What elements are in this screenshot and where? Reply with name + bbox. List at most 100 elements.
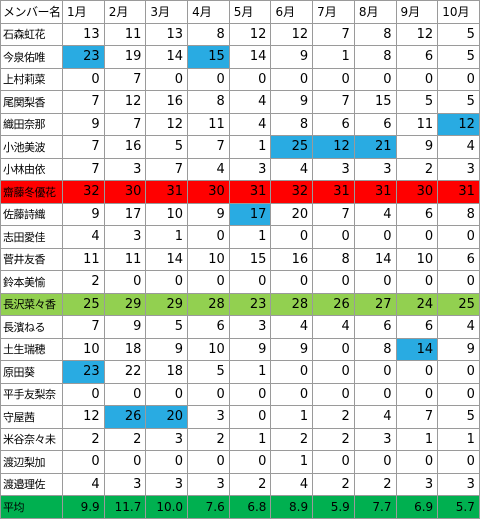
table-row: 長濱ねる 7 9 5 6 3 4 4 6 6 4 — [0, 315, 480, 339]
value-cell: 0 — [270, 360, 314, 384]
value-cell: 30 — [103, 180, 147, 204]
table-row: 平手友梨奈 0 0 0 0 0 0 0 0 0 0 — [0, 382, 480, 406]
value-cell: 1 — [395, 427, 439, 451]
value-cell: 0 — [270, 382, 314, 406]
value-cell: 0 — [395, 67, 439, 91]
table-row: 渡邉理佐 4 3 3 3 2 4 2 2 3 3 — [0, 472, 480, 496]
value-cell: 29 — [145, 292, 189, 316]
value-cell: 9 — [62, 202, 105, 226]
value-cell: 0 — [228, 67, 272, 91]
value-cell: 23 — [62, 45, 105, 69]
table-row: 原田葵 23 22 18 5 1 0 0 0 0 0 — [0, 360, 480, 384]
value-cell: 6 — [395, 45, 439, 69]
value-cell: 0 — [103, 270, 147, 294]
table-row: 鈴本美愉 2 0 0 0 0 0 0 0 0 0 — [0, 270, 480, 294]
value-cell: 25 — [270, 135, 314, 159]
average-value-cell: 5.7 — [437, 495, 480, 519]
value-cell: 26 — [103, 405, 147, 429]
value-cell: 3 — [145, 472, 189, 496]
value-cell: 17 — [228, 202, 272, 226]
table-row: 菅井友香 11 11 14 10 15 16 8 14 10 6 — [0, 247, 480, 271]
value-cell: 2 — [103, 427, 147, 451]
value-cell: 11 — [103, 247, 147, 271]
member-name-cell: 米谷奈々未 — [0, 427, 63, 451]
value-cell: 0 — [437, 382, 480, 406]
value-cell: 0 — [270, 225, 314, 249]
value-cell: 31 — [145, 180, 189, 204]
table-row: 佐藤詩織 9 17 10 9 17 20 7 4 6 8 — [0, 202, 480, 226]
value-cell: 8 — [353, 45, 397, 69]
member-name-cell: 上村莉菜 — [0, 67, 63, 91]
value-cell: 0 — [437, 225, 480, 249]
value-cell: 7 — [103, 67, 147, 91]
value-cell: 3 — [103, 225, 147, 249]
value-cell: 7 — [103, 112, 147, 136]
value-cell: 12 — [62, 405, 105, 429]
value-cell: 6 — [187, 315, 230, 339]
member-name-cell: 守屋茜 — [0, 405, 63, 429]
value-cell: 0 — [353, 225, 397, 249]
value-cell: 31 — [353, 180, 397, 204]
value-cell: 0 — [228, 382, 272, 406]
member-name-cell: 小池美波 — [0, 135, 63, 159]
value-cell: 9 — [270, 90, 314, 114]
value-cell: 0 — [395, 270, 439, 294]
average-value-cell: 8.9 — [270, 495, 314, 519]
member-name-cell: 土生瑞穂 — [0, 337, 63, 361]
column-header-month: 10月 — [437, 0, 480, 24]
value-cell: 6 — [395, 315, 439, 339]
value-cell: 9 — [145, 337, 189, 361]
value-cell: 22 — [103, 360, 147, 384]
value-cell: 4 — [228, 112, 272, 136]
value-cell: 8 — [187, 22, 230, 46]
value-cell: 3 — [187, 472, 230, 496]
value-cell: 0 — [145, 382, 189, 406]
column-header-month: 5月 — [228, 0, 272, 24]
value-cell: 2 — [62, 270, 105, 294]
value-cell: 30 — [395, 180, 439, 204]
value-cell: 6 — [353, 112, 397, 136]
value-cell: 0 — [312, 382, 355, 406]
value-cell: 1 — [228, 360, 272, 384]
average-value-cell: 6.9 — [395, 495, 439, 519]
table-row: 渡辺梨加 0 0 0 0 0 1 0 0 0 0 — [0, 450, 480, 474]
value-cell: 25 — [437, 292, 480, 316]
value-cell: 11 — [395, 112, 439, 136]
value-cell: 2 — [312, 405, 355, 429]
value-cell: 7 — [145, 157, 189, 181]
value-cell: 0 — [312, 337, 355, 361]
member-name-cell: 尾関梨香 — [0, 90, 63, 114]
value-cell: 21 — [353, 135, 397, 159]
value-cell: 7 — [187, 135, 230, 159]
member-name-cell: 石森虹花 — [0, 22, 63, 46]
value-cell: 3 — [228, 315, 272, 339]
column-header-month: 2月 — [103, 0, 147, 24]
value-cell: 7 — [62, 157, 105, 181]
value-cell: 10 — [187, 247, 230, 271]
value-cell: 32 — [62, 180, 105, 204]
member-name-cell: 長沢菜々香 — [0, 292, 63, 316]
value-cell: 0 — [353, 67, 397, 91]
value-cell: 0 — [187, 382, 230, 406]
value-cell: 4 — [270, 315, 314, 339]
value-cell: 8 — [437, 202, 480, 226]
column-header-month: 1月 — [62, 0, 105, 24]
value-cell: 15 — [353, 90, 397, 114]
value-cell: 0 — [103, 382, 147, 406]
value-cell: 0 — [187, 67, 230, 91]
value-cell: 4 — [437, 315, 480, 339]
value-cell: 9 — [270, 337, 314, 361]
value-cell: 12 — [395, 22, 439, 46]
value-cell: 2 — [395, 157, 439, 181]
value-cell: 10 — [395, 247, 439, 271]
member-name-cell: 織田奈那 — [0, 112, 63, 136]
value-cell: 19 — [103, 45, 147, 69]
value-cell: 4 — [228, 90, 272, 114]
value-cell: 9 — [103, 315, 147, 339]
value-cell: 1 — [228, 225, 272, 249]
member-name-cell: 渡邉理佐 — [0, 472, 63, 496]
value-cell: 3 — [103, 157, 147, 181]
value-cell: 7 — [62, 315, 105, 339]
value-cell: 0 — [395, 450, 439, 474]
value-cell: 0 — [312, 270, 355, 294]
